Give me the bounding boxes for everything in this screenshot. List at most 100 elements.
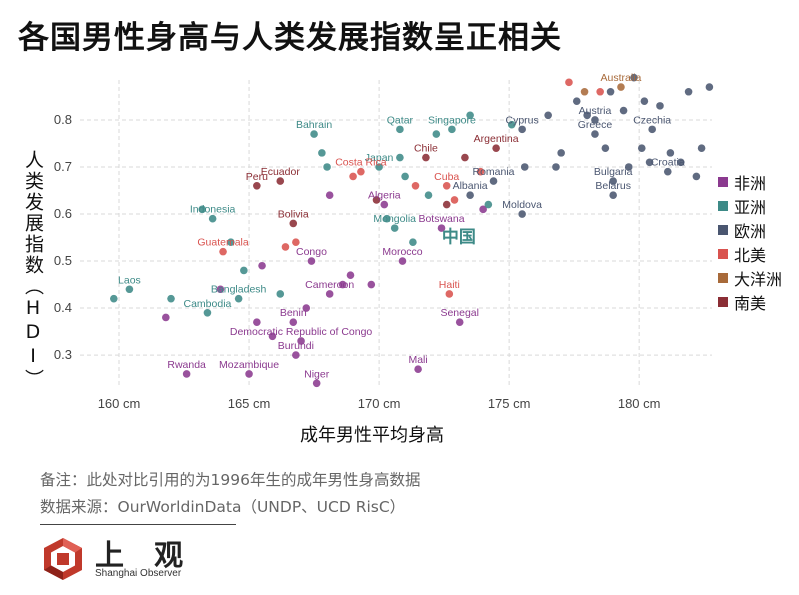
- data-point: [648, 125, 656, 134]
- data-point: [476, 167, 485, 176]
- legend-swatch: [718, 201, 728, 211]
- data-label: Cyprus: [506, 114, 539, 126]
- data-label: Japan: [365, 152, 394, 164]
- legend: 非洲亚洲 欧洲北美大洋洲南美: [718, 170, 782, 314]
- legend-item: 欧洲: [718, 218, 782, 242]
- data-point: [692, 172, 701, 181]
- data-point: [396, 153, 404, 162]
- data-label: Austria: [579, 105, 612, 117]
- data-point: [619, 106, 628, 115]
- data-label: Rwanda: [167, 359, 206, 371]
- data-point: [372, 196, 381, 204]
- data-point: [461, 153, 469, 162]
- data-point: [396, 125, 404, 134]
- legend-item: 非洲: [718, 170, 782, 194]
- data-point: [167, 294, 175, 303]
- legend-item: 北美: [718, 242, 782, 266]
- legend-item: 南美: [718, 290, 782, 314]
- data-point: [422, 153, 430, 162]
- legend-item: 亚洲: [718, 194, 782, 218]
- data-point: [666, 149, 675, 157]
- data-label: Democratic Republic of Congo: [230, 326, 373, 338]
- data-point: [234, 294, 243, 303]
- legend-label: 亚洲: [734, 198, 767, 217]
- data-label: Qatar: [387, 114, 414, 126]
- highlight-label: 中国: [442, 227, 476, 248]
- legend-swatch: [718, 249, 728, 259]
- data-label: Haiti: [439, 279, 460, 291]
- y-axis-label: 人类发展指数（HDI）: [22, 150, 44, 390]
- data-point: [312, 379, 321, 388]
- data-label: Ecuador: [261, 166, 301, 178]
- data-point: [637, 144, 646, 152]
- data-label: Senegal: [440, 307, 479, 319]
- data-point: [323, 163, 331, 171]
- data-label: Bulgaria: [594, 166, 633, 178]
- data-point: [624, 163, 633, 171]
- data-label: Cuba: [434, 171, 459, 183]
- legend-swatch: [718, 177, 728, 187]
- data-label: Albania: [453, 180, 488, 192]
- data-label: Singapore: [428, 114, 476, 126]
- x-tick-label: 160 cm: [98, 396, 141, 411]
- legend-label: 大洋洲: [734, 270, 783, 289]
- legend-label: 南美: [734, 294, 767, 313]
- x-tick-label: 170 cm: [358, 396, 401, 411]
- data-label: Bolivia: [278, 208, 309, 220]
- data-label: Mongolia: [373, 213, 416, 225]
- y-tick-label: 0.7: [54, 159, 72, 174]
- data-label: Mozambique: [219, 359, 279, 371]
- data-point: [591, 130, 599, 138]
- data-label: Mali: [408, 354, 427, 366]
- data-point: [281, 243, 290, 251]
- data-label: Benin: [280, 307, 307, 319]
- y-tick-label: 0.3: [54, 347, 72, 362]
- legend-label: 北美: [734, 246, 767, 265]
- y-tick-label: 0.5: [54, 253, 72, 268]
- data-point: [380, 200, 389, 209]
- data-point: [203, 308, 212, 317]
- legend-item: 大洋洲: [718, 266, 782, 290]
- data-label: Australia: [601, 72, 642, 84]
- data-point: [606, 87, 615, 96]
- data-point: [276, 290, 285, 298]
- data-point: [182, 370, 191, 378]
- data-point: [645, 158, 654, 167]
- data-point: [455, 318, 464, 326]
- logo-name-cn: 上 观: [95, 538, 194, 572]
- data-point: [656, 102, 664, 110]
- data-point: [258, 261, 266, 270]
- data-point: [276, 177, 285, 185]
- data-point: [489, 177, 498, 185]
- data-point: [307, 257, 316, 265]
- data-point: [437, 224, 446, 232]
- chart-title: 各国男性身高与人类发展指数呈正相关: [18, 20, 562, 56]
- data-point: [580, 87, 589, 96]
- data-point: [544, 111, 552, 120]
- data-point: [432, 130, 441, 138]
- data-label: Morocco: [382, 246, 422, 258]
- data-point: [268, 332, 277, 341]
- data-point: [253, 318, 261, 326]
- data-point: [484, 200, 493, 209]
- data-point: [697, 144, 706, 152]
- data-point: [240, 266, 248, 275]
- data-point: [663, 167, 672, 176]
- data-point: [591, 116, 599, 124]
- data-label: Bahrain: [296, 119, 332, 131]
- data-point: [609, 191, 617, 200]
- data-point: [572, 97, 581, 105]
- data-point: [518, 125, 526, 134]
- data-point: [292, 351, 300, 359]
- data-point: [245, 370, 253, 378]
- data-point: [466, 111, 474, 120]
- data-point: [684, 87, 693, 96]
- data-point: [325, 290, 334, 298]
- shanghai-observer-logo-icon: [44, 538, 82, 580]
- data-point: [630, 73, 638, 82]
- legend-swatch: [718, 297, 728, 307]
- data-point: [445, 290, 454, 298]
- data-label: Burundi: [278, 340, 314, 352]
- data-point: [609, 177, 617, 185]
